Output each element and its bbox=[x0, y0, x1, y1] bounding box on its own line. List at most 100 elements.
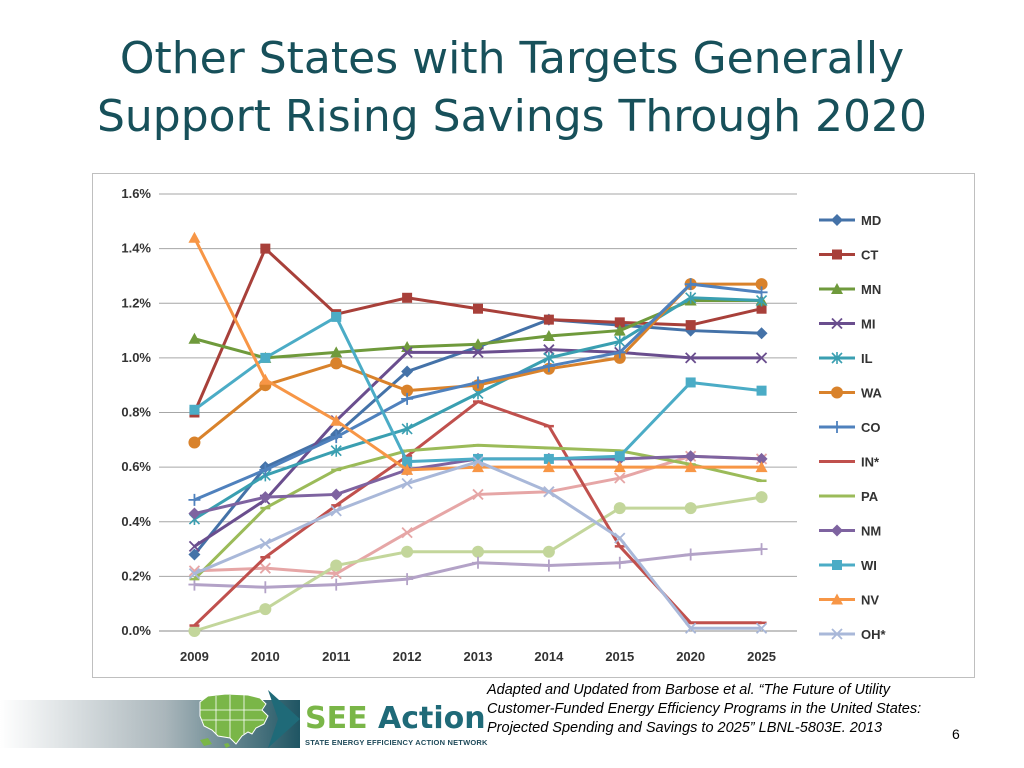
data-point-unlabeled-15 bbox=[472, 556, 484, 569]
series-co bbox=[188, 278, 768, 506]
data-point-unlabeled-15 bbox=[259, 581, 272, 594]
y-tick-label: 1.6% bbox=[121, 186, 151, 201]
data-point-md bbox=[755, 327, 768, 340]
data-point-wa bbox=[188, 436, 201, 449]
legend-label: CO bbox=[861, 420, 881, 435]
legend-item-co: CO bbox=[819, 420, 881, 435]
data-point-mn bbox=[188, 332, 201, 344]
legend-label: MN bbox=[861, 282, 881, 297]
data-point-oh-star bbox=[330, 505, 342, 517]
data-point-wi bbox=[260, 352, 271, 363]
data-point-md bbox=[188, 548, 201, 561]
data-point-mi bbox=[401, 346, 413, 359]
data-point-mn bbox=[472, 338, 484, 350]
y-tick-label: 1.0% bbox=[121, 350, 151, 365]
series-in-star bbox=[189, 400, 767, 627]
legend-label: CT bbox=[861, 248, 878, 263]
data-point-nm bbox=[330, 488, 343, 501]
y-tick-label: 0.6% bbox=[121, 459, 151, 474]
data-point-il bbox=[614, 335, 626, 348]
data-point-unlabeled-15 bbox=[330, 578, 343, 591]
data-point-co bbox=[472, 376, 484, 389]
legend-marker bbox=[831, 593, 843, 605]
data-point-nv bbox=[401, 463, 414, 475]
data-point-ct bbox=[685, 320, 696, 331]
data-point-nv bbox=[613, 461, 626, 473]
data-point-unlabeled-14 bbox=[188, 625, 201, 637]
data-point-il bbox=[685, 291, 697, 304]
data-point-wa bbox=[755, 278, 768, 291]
data-point-oh-star bbox=[543, 486, 555, 498]
legend-marker bbox=[831, 524, 843, 537]
data-point-co bbox=[755, 286, 768, 299]
legend-item-mi: MI bbox=[819, 317, 875, 332]
series-oh-star bbox=[188, 456, 768, 634]
x-tick-label: 2015 bbox=[605, 649, 634, 664]
data-point-nv bbox=[542, 461, 555, 473]
logo-wordmark: SEE Action bbox=[305, 701, 486, 736]
x-tick-label: 2012 bbox=[393, 649, 422, 664]
legend-marker bbox=[831, 317, 843, 330]
x-tick-label: 2025 bbox=[747, 649, 776, 664]
data-point-wa bbox=[330, 357, 343, 370]
data-point-unlabeled-14 bbox=[755, 491, 768, 504]
legend-marker bbox=[831, 283, 843, 294]
data-point-mi bbox=[543, 344, 555, 356]
legend-item-in-star: IN* bbox=[819, 455, 880, 470]
data-point-wi bbox=[685, 377, 696, 388]
data-point-nv bbox=[472, 461, 484, 473]
y-tick-label: 0.0% bbox=[121, 623, 151, 638]
legend-label: NV bbox=[861, 593, 879, 608]
data-point-unlabeled-14 bbox=[542, 545, 555, 558]
y-tick-label: 0.4% bbox=[121, 514, 151, 529]
legend-marker bbox=[831, 352, 843, 364]
data-point-mn bbox=[330, 346, 343, 358]
legend-marker bbox=[831, 628, 843, 640]
y-tick-label: 1.2% bbox=[121, 295, 151, 310]
data-point-oh-star bbox=[188, 568, 201, 580]
series-unlabeled-14 bbox=[188, 491, 768, 637]
data-point-wi bbox=[402, 456, 413, 467]
data-point-unlabeled-15 bbox=[684, 548, 697, 561]
data-point-wi bbox=[756, 385, 767, 396]
data-point-nm bbox=[188, 507, 201, 520]
logo-word-action: Action bbox=[378, 701, 486, 736]
chart-frame: 0.0% 0.2% 0.4% 0.6% 0.8% 1.0% 1.2% 1.4% 1.6% 2009… bbox=[92, 173, 975, 678]
page-number: 6 bbox=[952, 726, 960, 742]
y-tick-label: 0.8% bbox=[121, 405, 151, 420]
legend-label: IN* bbox=[861, 455, 880, 470]
data-point-ct bbox=[614, 317, 625, 328]
data-point-md bbox=[401, 365, 414, 378]
data-point-nv bbox=[259, 373, 272, 385]
legend-marker bbox=[832, 560, 842, 570]
data-point-unlabeled-14 bbox=[613, 502, 626, 515]
series-line-oh-star bbox=[193, 460, 762, 630]
line-chart: 0.0% 0.2% 0.4% 0.6% 0.8% 1.0% 1.2% 1.4% 1.6% 2009… bbox=[121, 186, 887, 664]
data-point-unlabeled-15 bbox=[613, 556, 626, 569]
page-title: Other States with Targets Generally Supp… bbox=[0, 30, 1024, 146]
data-point-mi bbox=[188, 540, 201, 552]
x-tick-label: 2020 bbox=[676, 649, 705, 664]
data-point-unlabeled-15 bbox=[755, 543, 768, 556]
data-point-unlabeled-13 bbox=[259, 562, 271, 574]
series-line-in-star bbox=[193, 400, 762, 627]
legend-marker bbox=[831, 421, 843, 433]
data-point-unlabeled-15 bbox=[401, 573, 414, 586]
y-tick-label: 1.4% bbox=[121, 241, 151, 256]
series-nv bbox=[188, 231, 768, 475]
x-tick-label: 2010 bbox=[251, 649, 280, 664]
data-point-wi bbox=[331, 311, 342, 322]
data-point-mi bbox=[685, 352, 697, 364]
data-point-ct bbox=[473, 303, 483, 314]
x-tick-label: 2014 bbox=[534, 649, 564, 664]
legend-label: MD bbox=[861, 213, 881, 228]
data-point-unlabeled-14 bbox=[401, 545, 414, 558]
legend-marker bbox=[832, 249, 842, 260]
data-point-unlabeled-14 bbox=[259, 603, 272, 616]
data-point-co bbox=[613, 346, 626, 359]
data-point-co bbox=[542, 360, 555, 373]
legend-item-oh-star: OH* bbox=[819, 627, 887, 642]
data-point-il bbox=[330, 444, 342, 457]
y-tick-label: 0.2% bbox=[121, 568, 151, 583]
data-point-nm bbox=[259, 491, 272, 504]
